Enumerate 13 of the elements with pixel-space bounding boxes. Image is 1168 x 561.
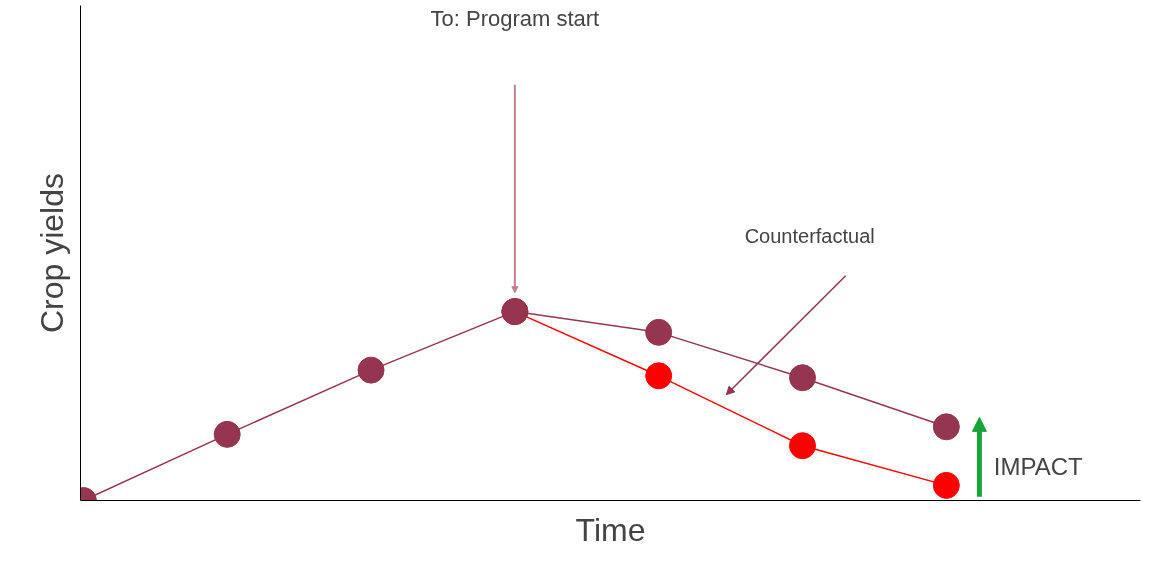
x-axis-title: Time	[575, 511, 646, 548]
text: Counterfactual	[744, 225, 875, 247]
point	[932, 413, 960, 441]
point	[213, 420, 241, 448]
point	[789, 432, 817, 460]
annotation: IMPACT	[993, 452, 1084, 480]
point	[357, 356, 385, 384]
y-axis-title: Crop yields	[33, 172, 70, 334]
point	[789, 364, 817, 392]
text: To: Program start	[430, 6, 600, 32]
point	[932, 471, 960, 499]
point	[645, 362, 673, 390]
point	[645, 318, 673, 346]
